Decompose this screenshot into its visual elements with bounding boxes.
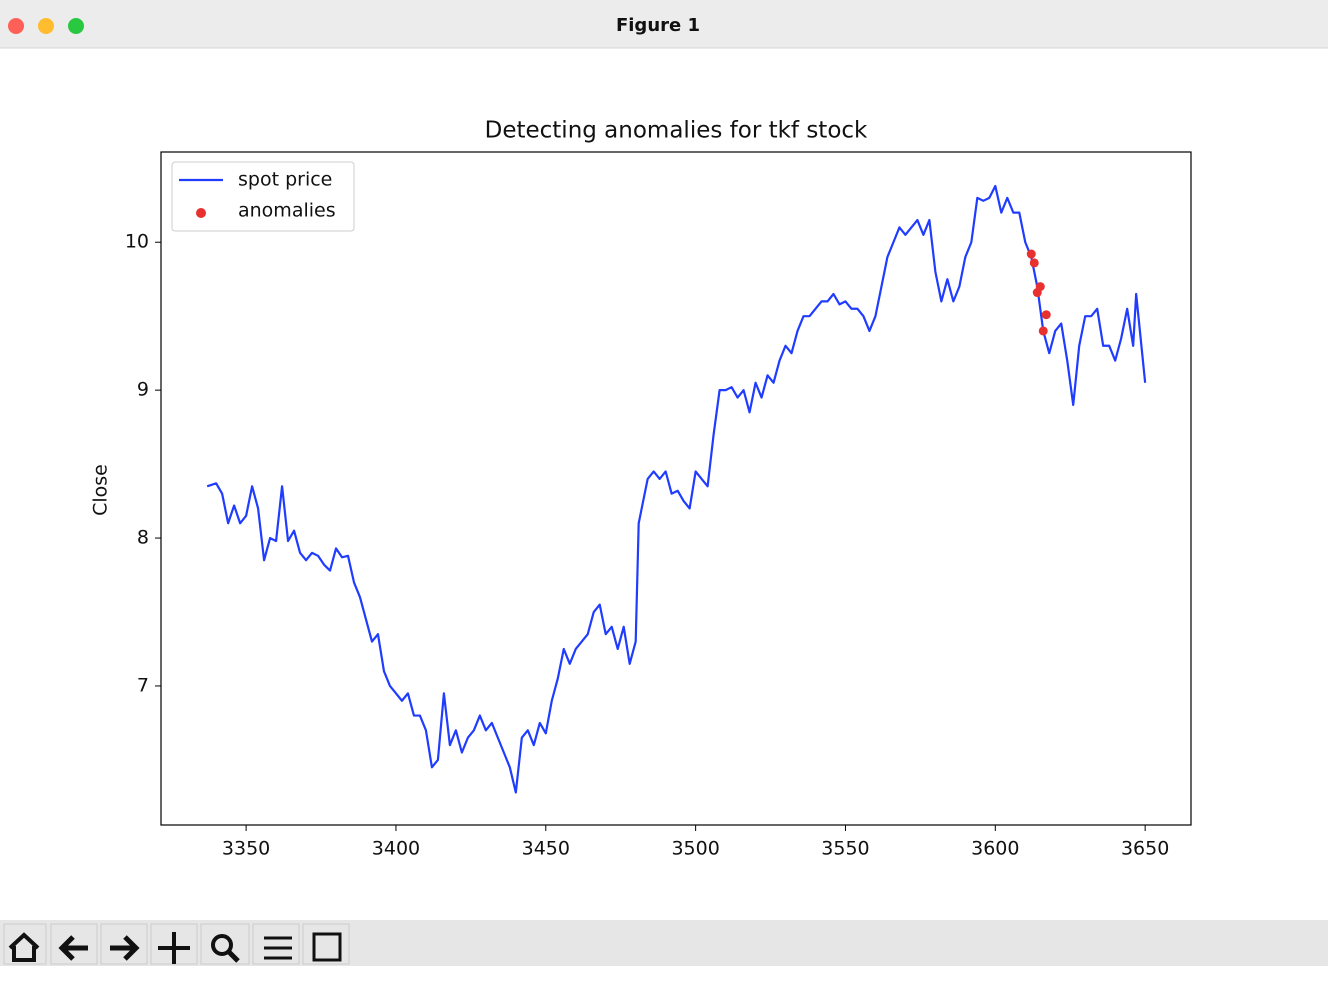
y-tick-label: 7 — [137, 674, 149, 696]
zoom-tool-button[interactable] — [200, 923, 250, 965]
x-tick-label: 3650 — [1121, 838, 1169, 860]
x-tick-label: 3550 — [821, 838, 869, 860]
x-tick-label: 3600 — [971, 838, 1019, 860]
anomaly-point — [1041, 310, 1051, 320]
minimize-button[interactable] — [38, 18, 54, 34]
save-button[interactable] — [302, 923, 350, 965]
x-tick-label: 3500 — [671, 838, 719, 860]
title-bar — [0, 0, 1328, 48]
anomaly-point — [1026, 249, 1036, 259]
legend-label: anomalies — [238, 200, 336, 222]
y-tick-label: 8 — [137, 527, 149, 549]
legend-marker — [196, 208, 206, 218]
anomaly-point — [1038, 326, 1048, 336]
pan-icon — [158, 932, 190, 964]
x-tick-label: 3350 — [222, 838, 270, 860]
x-tick-label: 3400 — [372, 838, 420, 860]
zoom-icon — [211, 934, 233, 956]
legend-label: spot price — [238, 169, 332, 191]
anomaly-point — [1035, 282, 1045, 292]
save-icon — [312, 932, 342, 962]
toolbar-icons — [3, 923, 350, 965]
y-tick-label: 10 — [125, 231, 149, 253]
price-line — [206, 184, 1147, 794]
anomaly-point — [1029, 258, 1039, 268]
back-icon — [58, 935, 88, 961]
y-axis-label: Close — [90, 464, 112, 516]
configure-icon — [264, 936, 292, 960]
legend: spot price anomalies — [171, 161, 355, 232]
y-tick-label: 9 — [137, 379, 149, 401]
x-tick-label: 3450 — [522, 838, 570, 860]
back-button[interactable] — [50, 923, 98, 965]
close-button[interactable] — [8, 18, 24, 34]
axes-frame — [160, 151, 1192, 826]
zoom-button[interactable] — [68, 18, 84, 34]
zoom-icon-handle — [227, 950, 240, 963]
forward-icon — [110, 935, 140, 961]
home-icon — [8, 932, 40, 962]
toolbar — [0, 920, 1328, 966]
plot-area: 3350 3400 3450 3500 3550 3600 3650 7 8 9 10 — [125, 184, 1169, 860]
window-title: Figure 1 — [616, 15, 700, 36]
chart-title: Detecting anomalies for tkf stock — [485, 118, 868, 144]
home-button[interactable] — [3, 923, 47, 965]
